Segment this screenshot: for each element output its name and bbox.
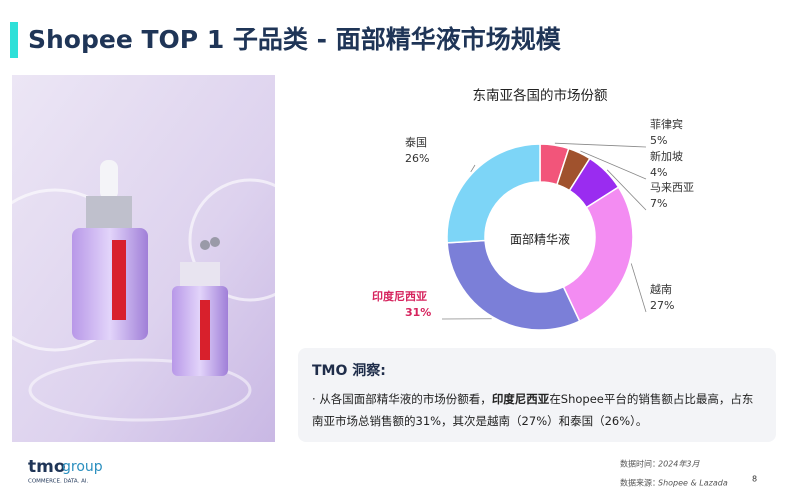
insight-part: 在Shopee平台的销售额占比最高，占东南亚市场总销售额的31%，其次是越南（2…	[312, 392, 754, 428]
value-label: 4%	[650, 166, 667, 179]
value-label: 5%	[650, 134, 667, 147]
date: 2024年3月	[658, 460, 700, 469]
leader-line	[606, 169, 647, 211]
leader-line	[630, 263, 647, 313]
insight-part: 从各国面部精华液的市场份额看，	[319, 392, 492, 406]
chart-title: 东南亚各国的市场份额	[473, 87, 608, 104]
leader-line	[470, 164, 476, 173]
slice-label: 越南	[650, 282, 672, 296]
date-label: 数据时间：	[620, 459, 660, 469]
title-accent	[10, 22, 18, 58]
donut: 菲律宾 5% 新加坡 4% 马来西亚 7% 越南 27% 印度尼西亚 31% 泰国 26%	[372, 117, 694, 331]
source: Shopee & Lazada	[658, 479, 728, 488]
slice	[562, 186, 634, 323]
insight-text: · 从各国面部精华液的市场份额看，印度尼西亚在Shopee平台的销售额占比最高，…	[312, 392, 754, 428]
value-label: 31%	[405, 306, 431, 319]
center-label: 面部精华液	[510, 232, 570, 247]
slice-label: 印度尼西亚	[372, 289, 427, 303]
logo-sub: group	[62, 459, 103, 475]
slice	[446, 143, 541, 244]
product-photo	[0, 75, 312, 442]
value-label: 26%	[405, 152, 429, 165]
slice-label: 泰国	[405, 135, 427, 149]
insight-box: TMO 洞察: · 从各国面部精华液的市场份额看，印度尼西亚在Shopee平台的…	[298, 348, 776, 442]
value-label: 27%	[650, 299, 674, 312]
value-label: 7%	[650, 197, 667, 210]
leader-line	[580, 150, 647, 180]
tagline: COMMERCE. DATA. AI.	[28, 479, 88, 485]
slice	[446, 239, 581, 331]
logo: tmo	[28, 457, 66, 477]
insight-highlight: 印度尼西亚	[491, 392, 550, 406]
leader-line	[554, 142, 647, 148]
slice-label: 马来西亚	[650, 181, 694, 194]
insight-title: TMO 洞察:	[312, 363, 386, 379]
slice-label: 新加坡	[650, 149, 683, 163]
source-label: 数据来源：	[620, 478, 660, 488]
slice-label: 菲律宾	[650, 117, 683, 131]
page-number: 8	[752, 475, 757, 484]
slide-title: Shopee TOP 1 子品类 - 面部精华液市场规模	[28, 25, 562, 54]
